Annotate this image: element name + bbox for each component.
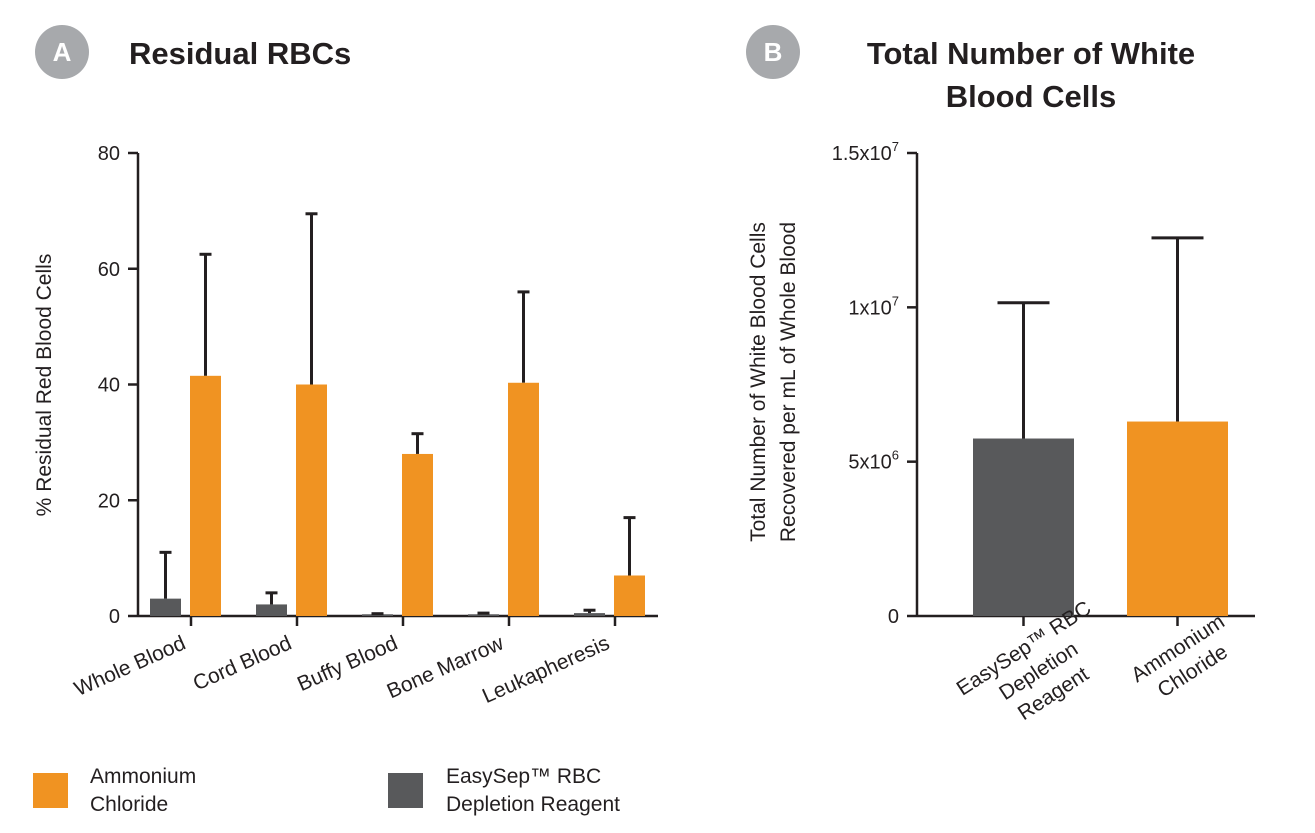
legend-swatch-ammonium: [33, 773, 68, 808]
bar-ammonium: [190, 375, 221, 616]
panel-a-plot: % Residual Red Blood Cells 0 20 40 60 80 Who…: [33, 143, 658, 708]
panel-a-ytick-label: 0: [109, 606, 120, 628]
panel-a-badge-letter: A: [53, 37, 72, 67]
panel-a-ylabel: % Residual Red Blood Cells: [33, 254, 56, 517]
bar-ammonium: [508, 382, 539, 616]
panel-a-ytick-label: 80: [98, 143, 120, 165]
panel-a-title: Residual RBCs: [129, 36, 351, 71]
bar-easysep: [150, 598, 181, 616]
panel-a-legend: Ammonium Chloride EasySep™ RBC Depletion…: [33, 765, 620, 816]
panel-b-ytick-label: 1.5x107: [832, 139, 899, 165]
bar-easysep: [574, 613, 605, 616]
bar-ammonium: [614, 575, 645, 616]
panel-b-badge-letter: B: [764, 37, 783, 67]
panel-a-header: A Residual RBCs: [35, 25, 351, 79]
legend-swatch-easysep: [388, 773, 423, 808]
legend-label-ammonium-2: Chloride: [90, 793, 168, 816]
panel-a-category-label: Whole Blood: [71, 632, 189, 701]
legend-label-easysep-2: Depletion Reagent: [446, 793, 620, 816]
panel-a-ytick-label: 60: [98, 259, 120, 281]
panel-a-ytick-label: 40: [98, 375, 120, 397]
legend-label-ammonium-1: Ammonium: [90, 765, 196, 788]
panel-b-ylabel-line1: Total Number of White Blood Cells: [747, 222, 770, 542]
bar-ammonium: [296, 384, 327, 616]
panel-a-ytick-label: 20: [98, 490, 120, 512]
bar-easysep: [468, 614, 499, 616]
bar-ammonium-wbc: [1127, 421, 1228, 616]
panel-b-title-line1: Total Number of White: [867, 36, 1195, 71]
panel-b-header: B Total Number of White Blood Cells: [746, 25, 1195, 114]
panel-b-ylabel-line2: Recovered per mL of Whole Blood: [777, 222, 800, 542]
panel-b-badge: [746, 25, 800, 79]
bar-easysep-wbc: [973, 438, 1074, 616]
panel-b-ytick-label: 5x106: [848, 448, 899, 474]
bar-ammonium: [402, 453, 433, 616]
panel-b-plot: Total Number of White Blood Cells Recove…: [747, 139, 1255, 725]
legend-label-easysep-1: EasySep™ RBC: [446, 765, 601, 788]
panel-b-ytick-label: 0: [888, 606, 899, 628]
panel-a-badge: [35, 25, 89, 79]
panel-a-category-label: Cord Blood: [190, 632, 295, 696]
panel-b-title-line2: Blood Cells: [946, 79, 1117, 114]
bar-easysep: [256, 604, 287, 616]
panel-b-ytick-label: 1x107: [848, 293, 899, 319]
